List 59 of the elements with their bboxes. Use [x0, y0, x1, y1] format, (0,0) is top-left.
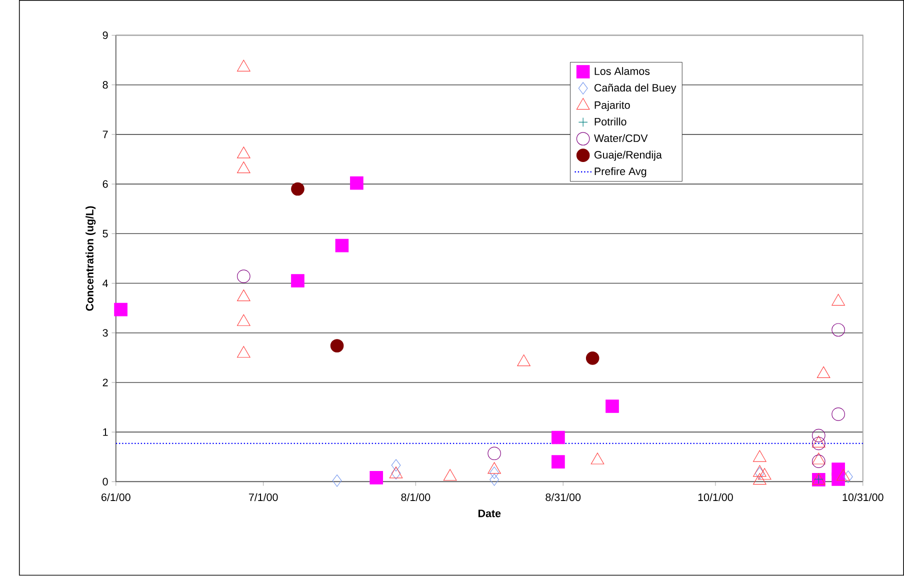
- point: [114, 303, 128, 316]
- y-tick-label: 3: [102, 329, 108, 337]
- point: [832, 408, 845, 422]
- point: [517, 354, 530, 366]
- point: [330, 339, 344, 353]
- y-tick-label: 5: [102, 230, 108, 238]
- y-tick-label: 2: [102, 378, 108, 386]
- point: [606, 400, 619, 414]
- point: [816, 366, 830, 378]
- legend-label: Pajarito: [594, 101, 630, 112]
- point: [391, 459, 401, 472]
- y-tick-label: 9: [102, 32, 108, 40]
- point: [552, 455, 565, 469]
- point: [237, 146, 250, 158]
- x-tick-label: 8/1/00: [401, 493, 430, 502]
- point: [335, 239, 349, 252]
- point: [237, 290, 250, 302]
- point: [586, 352, 600, 365]
- x-tick-label: 10/1/00: [698, 493, 733, 502]
- point: [488, 446, 501, 460]
- point: [237, 270, 250, 284]
- y-tick-label: 7: [102, 130, 108, 138]
- point: [490, 466, 500, 480]
- legend-label: Potrillo: [594, 118, 626, 126]
- point: [832, 472, 845, 486]
- y-tick-label: 4: [102, 280, 108, 288]
- y-tick-label: 1: [103, 428, 108, 436]
- x-tick-label: 8/31/00: [546, 493, 581, 502]
- y-tick-label: 8: [102, 81, 108, 89]
- point: [812, 454, 826, 468]
- point: [843, 470, 853, 484]
- y-tick-label: 6: [102, 180, 108, 188]
- point: [370, 471, 384, 485]
- x-tick-label: 10/31/00: [842, 493, 884, 502]
- point: [237, 346, 250, 358]
- legend-label: Los Alamos: [594, 67, 650, 76]
- legend-label: Water/CDV: [594, 134, 648, 142]
- x-axis-title: Date: [478, 510, 501, 518]
- point: [552, 431, 565, 444]
- point: [812, 429, 826, 442]
- point: [237, 60, 250, 72]
- point: [812, 436, 826, 450]
- y-tick-label: 0: [102, 478, 108, 486]
- point: [350, 176, 364, 190]
- legend-label: Prefire Avg: [594, 167, 646, 178]
- point: [237, 162, 250, 174]
- point: [490, 474, 500, 486]
- point: [332, 474, 342, 488]
- x-tick-label: 6/1/00: [102, 493, 130, 502]
- y-axis-title: Concentration (ug/L): [86, 206, 96, 311]
- point: [832, 323, 845, 337]
- point: [237, 314, 250, 326]
- point: [754, 467, 764, 480]
- legend-label: Cañada del Buey: [594, 84, 676, 94]
- point: [291, 182, 304, 196]
- point: [291, 274, 304, 288]
- x-tick-label: 7/1/00: [248, 493, 278, 502]
- point: [832, 294, 845, 306]
- legend-label: Guaje/Rendija: [594, 150, 662, 161]
